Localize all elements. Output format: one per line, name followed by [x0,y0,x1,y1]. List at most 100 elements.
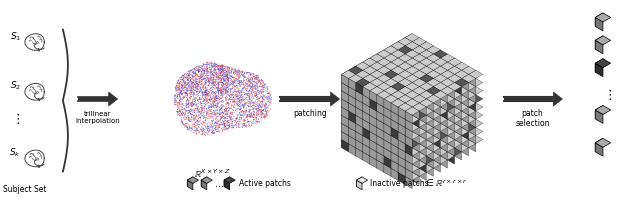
Point [253,86,263,90]
Point [207,98,217,101]
Text: $\vdots$: $\vdots$ [11,112,20,126]
Point [179,112,189,115]
Point [225,123,235,126]
Polygon shape [462,82,469,95]
Point [249,75,259,78]
Point [204,98,214,101]
Point [235,99,245,102]
Point [232,93,242,97]
Point [259,82,270,85]
Point [205,83,215,87]
Polygon shape [398,38,405,50]
Polygon shape [398,164,405,176]
Point [206,105,216,109]
Point [254,121,265,124]
Point [261,110,272,114]
Point [258,103,268,107]
Point [190,79,200,83]
Point [217,101,227,104]
Polygon shape [462,103,469,115]
Point [179,108,190,111]
Polygon shape [426,156,433,168]
Polygon shape [433,91,440,103]
Point [239,123,249,126]
Polygon shape [377,78,384,91]
Point [219,92,229,96]
Point [208,129,218,132]
Polygon shape [391,58,398,70]
Point [226,82,237,85]
Point [219,65,229,68]
Point [223,128,233,131]
Polygon shape [377,78,384,91]
Polygon shape [377,78,384,91]
Point [231,94,241,97]
Polygon shape [412,78,419,91]
Point [188,85,198,88]
Point [211,68,221,71]
Point [231,98,241,101]
Polygon shape [412,70,426,78]
Polygon shape [391,115,405,123]
Point [230,106,240,109]
Polygon shape [426,127,433,140]
Point [193,81,204,84]
Polygon shape [370,144,377,156]
Point [197,75,207,78]
Point [188,114,198,117]
Polygon shape [462,86,469,99]
Polygon shape [377,99,391,107]
Point [191,86,201,90]
Polygon shape [370,119,377,131]
Polygon shape [419,152,426,164]
Point [216,90,226,93]
Point [244,108,254,111]
Polygon shape [398,160,405,172]
Point [224,116,234,119]
Point [226,74,237,78]
Point [184,111,195,114]
Polygon shape [391,58,405,66]
Point [176,91,186,94]
Polygon shape [349,140,363,148]
Polygon shape [448,115,455,127]
Point [205,94,215,97]
Point [251,94,261,98]
Polygon shape [433,115,440,127]
Point [205,102,216,105]
Point [239,119,249,122]
Point [189,102,199,105]
Point [256,115,266,119]
Point [237,109,247,112]
Point [221,102,231,105]
Polygon shape [398,46,405,58]
Point [180,118,190,121]
Point [245,109,255,113]
Point [218,119,228,122]
Point [214,91,224,94]
Point [200,106,210,109]
Point [202,78,212,81]
Point [195,76,205,80]
Point [222,82,232,85]
Point [198,127,209,130]
Point [195,108,205,111]
Point [174,84,184,87]
Point [238,86,248,89]
Polygon shape [398,107,405,119]
Polygon shape [384,103,391,115]
Point [184,109,194,112]
Point [250,116,260,120]
Point [216,74,226,77]
Point [188,70,198,73]
Polygon shape [462,91,476,99]
Polygon shape [356,95,363,107]
Polygon shape [412,111,419,123]
Polygon shape [426,111,440,119]
Point [223,76,233,80]
Point [201,131,211,134]
Point [242,115,252,118]
Polygon shape [349,111,356,123]
Polygon shape [412,99,419,111]
Point [202,98,212,101]
